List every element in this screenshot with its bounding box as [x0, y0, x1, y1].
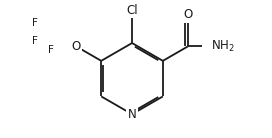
- Text: N: N: [128, 108, 137, 121]
- Text: F: F: [32, 36, 38, 46]
- Text: NH$_2$: NH$_2$: [211, 39, 235, 54]
- Text: O: O: [183, 8, 193, 21]
- Text: O: O: [72, 40, 81, 53]
- Text: F: F: [48, 45, 54, 55]
- Text: Cl: Cl: [126, 4, 138, 17]
- Text: F: F: [32, 18, 38, 28]
